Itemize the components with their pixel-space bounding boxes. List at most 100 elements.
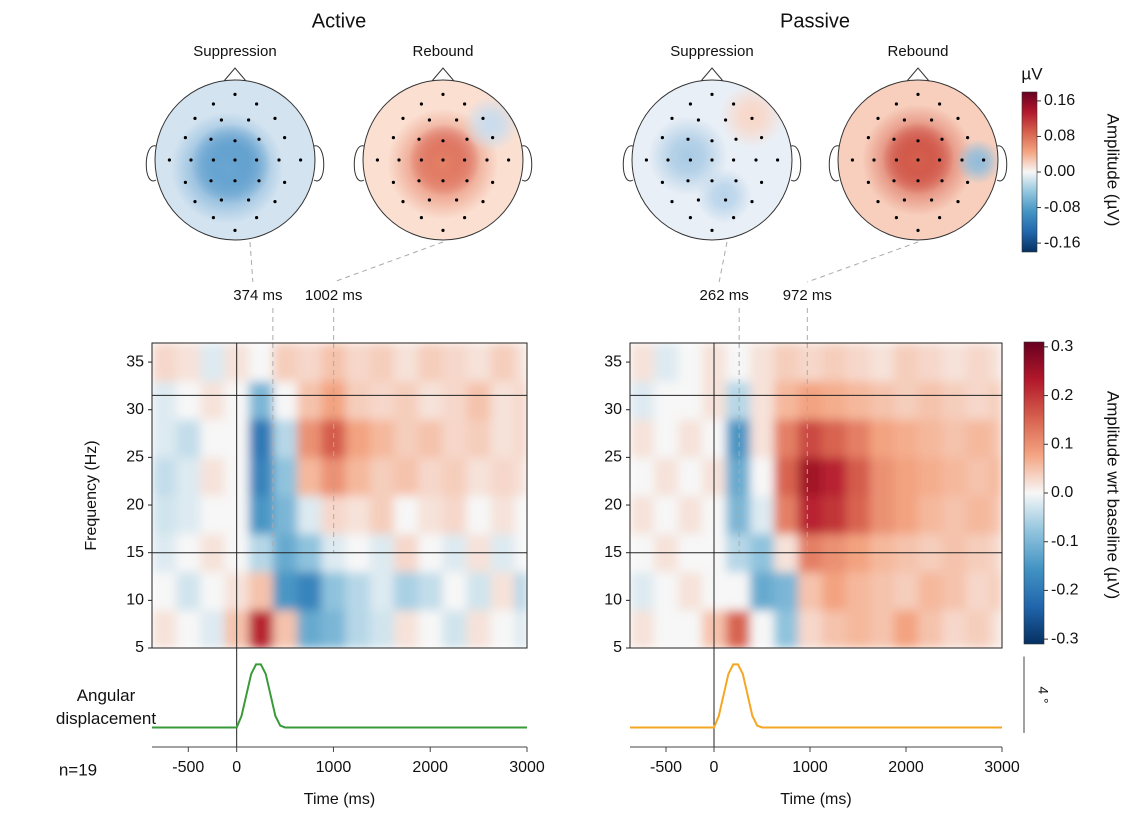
heatmap <box>152 343 527 648</box>
electrode <box>419 102 423 106</box>
heat-cell <box>200 343 226 382</box>
electrode <box>257 179 261 183</box>
colorbar-tick-label: 0.00 <box>1044 163 1075 180</box>
heat-cell <box>466 343 492 382</box>
heat-cell <box>750 419 775 458</box>
heat-cell <box>345 571 371 611</box>
heat-cell <box>393 495 419 535</box>
electrode <box>724 118 728 122</box>
time-label: 972 ms <box>783 287 832 304</box>
topomap-field <box>463 96 519 152</box>
electrode <box>872 158 876 162</box>
electrode <box>644 158 649 162</box>
colorbar-tick-label: -0.16 <box>1044 234 1081 251</box>
heat-cell <box>297 495 322 535</box>
electrode <box>391 136 395 140</box>
electrode <box>299 158 303 162</box>
head-outline <box>631 79 793 241</box>
electrode <box>485 158 489 162</box>
heat-cell <box>846 343 871 382</box>
heat-cell <box>297 343 322 382</box>
electrode <box>938 102 942 106</box>
heat-cell <box>918 609 943 648</box>
electrode <box>866 180 871 184</box>
electrode <box>419 216 423 220</box>
topomap-field <box>720 84 784 148</box>
heat-cell <box>152 457 177 496</box>
heat-cell <box>942 495 967 535</box>
heat-cell <box>248 457 274 496</box>
x-tick-label: -500 <box>172 759 204 776</box>
electrode <box>686 179 690 183</box>
electrode <box>441 228 445 232</box>
electrode <box>233 179 237 183</box>
electrode <box>688 158 693 162</box>
electrode <box>966 136 970 140</box>
heat-cell <box>726 495 751 535</box>
electrode <box>273 116 277 120</box>
x-axis-label: Time (ms) <box>780 791 851 808</box>
heat-cell <box>442 419 468 458</box>
electrode <box>866 136 871 140</box>
heat-cell <box>774 495 799 535</box>
electrode <box>688 102 693 106</box>
electrode <box>902 198 907 202</box>
head-ear <box>521 145 533 182</box>
heat-cell <box>297 609 322 648</box>
heat-cell <box>176 571 201 611</box>
electrode <box>930 198 934 202</box>
head-ear <box>313 145 325 182</box>
heat-cell <box>442 609 468 648</box>
electrode <box>696 198 701 202</box>
heat-cell <box>654 419 679 458</box>
heat-cell <box>894 609 919 648</box>
x-tick-label: 0 <box>232 759 241 776</box>
heat-cell <box>870 457 895 496</box>
heat-cell <box>297 457 322 496</box>
heat-cell <box>200 419 226 458</box>
heat-cell <box>442 571 468 611</box>
electrode <box>491 180 495 184</box>
heat-cell <box>176 457 201 496</box>
electrode <box>209 179 213 183</box>
heat-cell <box>630 419 655 458</box>
heat-cell <box>369 609 395 648</box>
heat-cell <box>466 457 492 496</box>
heat-cell <box>678 419 703 458</box>
heat-cell <box>774 609 799 648</box>
heat-cell <box>345 457 371 496</box>
electrode <box>940 179 944 183</box>
time-label: 374 ms <box>233 287 282 304</box>
heat-cell <box>345 343 371 382</box>
heat-cell <box>297 381 322 420</box>
electrode <box>441 158 445 162</box>
heat-cell <box>466 609 492 648</box>
electrode <box>710 158 714 162</box>
heat-cell <box>272 419 298 458</box>
heat-cell <box>630 609 655 648</box>
electrode <box>938 158 942 162</box>
heat-cell <box>990 419 1002 458</box>
heat-cell <box>248 609 274 648</box>
y-tick-label: 20 <box>126 496 144 513</box>
heat-cell <box>750 381 775 420</box>
electrode <box>660 136 665 140</box>
electrode <box>401 116 405 120</box>
electrode <box>283 180 287 184</box>
x-tick-label: 1000 <box>792 759 828 776</box>
electrode <box>257 137 261 141</box>
connector <box>718 241 728 283</box>
heat-cell <box>726 343 751 382</box>
electrode <box>894 102 899 106</box>
head-outline <box>154 79 316 241</box>
heat-cell <box>176 609 201 648</box>
y-tick-label: 25 <box>126 449 144 466</box>
electrode <box>710 92 714 96</box>
heat-cell <box>393 419 419 458</box>
heat-cell <box>442 343 468 382</box>
head-ear <box>353 145 365 182</box>
head-ear <box>828 145 840 182</box>
y-tick-label: 5 <box>135 639 144 656</box>
electrode <box>441 139 445 143</box>
heat-cell <box>918 381 943 420</box>
